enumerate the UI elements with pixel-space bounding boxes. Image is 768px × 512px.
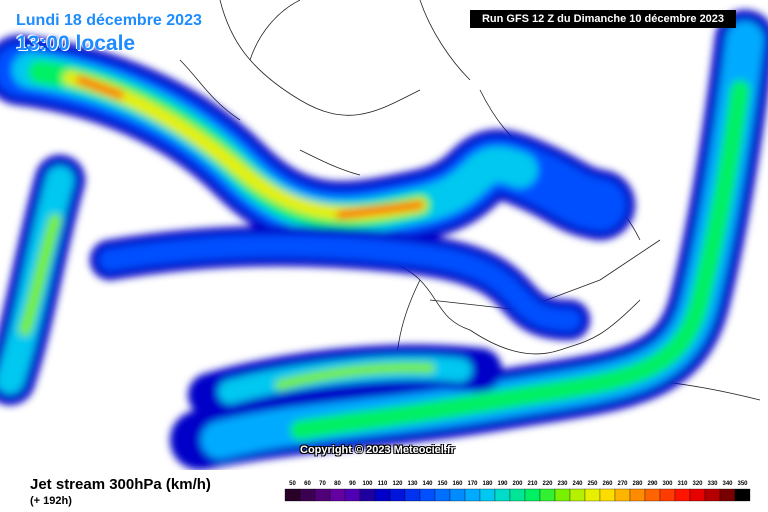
lead-time: (+ 192h): [30, 495, 72, 507]
scale-label: 90: [349, 481, 356, 487]
scale-swatch: [584, 488, 601, 502]
scale-label: 50: [289, 481, 296, 487]
scale-swatch: [314, 488, 331, 502]
scale-label: 320: [692, 481, 703, 487]
scale-swatch: [464, 488, 481, 502]
scale-label: 280: [632, 481, 643, 487]
scale-label: 270: [617, 481, 628, 487]
scale-swatch: [299, 488, 316, 502]
jet-stream: [0, 10, 768, 470]
scale-swatch: [374, 488, 391, 502]
scale-label: 60: [304, 481, 311, 487]
scale-label: 340: [722, 481, 733, 487]
scale-swatch: [329, 488, 346, 502]
scale-label: 70: [319, 481, 326, 487]
scale-swatch: [704, 488, 721, 502]
scale-label: 170: [467, 481, 478, 487]
scale-swatch: [494, 488, 511, 502]
scale-swatch: [629, 488, 646, 502]
scale-label: 220: [542, 481, 553, 487]
forecast-hour: 13:00 locale: [16, 32, 136, 55]
scale-label: 290: [647, 481, 658, 487]
scale-swatch: [554, 488, 571, 502]
scale-swatch: [389, 488, 406, 502]
scale-swatch: [599, 488, 616, 502]
scale-swatch: [344, 488, 361, 502]
scale-swatch: [734, 488, 751, 502]
scale-swatch: [359, 488, 376, 502]
scale-label: 130: [407, 481, 418, 487]
scale-swatch: [449, 488, 466, 502]
scale-swatch: [644, 488, 661, 502]
scale-label: 200: [512, 481, 523, 487]
scale-swatch: [419, 488, 436, 502]
scale-label: 230: [557, 481, 568, 487]
scale-swatch: [284, 488, 301, 502]
scale-swatch: [434, 488, 451, 502]
scale-label: 300: [662, 481, 673, 487]
scale-label: 100: [362, 481, 373, 487]
scale-label: 120: [392, 481, 403, 487]
scale-label: 110: [378, 481, 388, 487]
scale-swatch: [539, 488, 556, 502]
scale-label: 140: [422, 481, 433, 487]
color-scale: 50 60 70 80 90 100 110 120 130 140 150 160 170 180 190…: [284, 481, 751, 502]
scale-swatch: [404, 488, 421, 502]
scale-label: 240: [572, 481, 583, 487]
map-title: Jet stream 300hPa (km/h): [30, 476, 211, 493]
scale-swatch: [674, 488, 691, 502]
scale-label: 310: [677, 481, 688, 487]
scale-label: 160: [452, 481, 463, 487]
run-info: Run GFS 12 Z du Dimanche 10 décembre 202…: [470, 10, 736, 28]
scale-label: 150: [437, 481, 448, 487]
scale-label: 190: [497, 481, 508, 487]
scale-swatch: [524, 488, 541, 502]
copyright: Copyright © 2023 Meteociel.fr: [300, 444, 455, 456]
scale-label: 250: [587, 481, 598, 487]
scale-swatch: [659, 488, 676, 502]
scale-label: 210: [527, 481, 538, 487]
scale-label: 330: [707, 481, 718, 487]
scale-swatch: [479, 488, 496, 502]
scale-label: 180: [482, 481, 493, 487]
scale-swatch: [689, 488, 706, 502]
scale-swatch: [614, 488, 631, 502]
scale-swatch: [509, 488, 526, 502]
scale-label: 350: [737, 481, 748, 487]
scale-label: 80: [334, 481, 341, 487]
forecast-date: Lundi 18 décembre 2023: [16, 12, 202, 29]
scale-label: 260: [602, 481, 613, 487]
scale-swatch: [719, 488, 736, 502]
scale-swatch: [569, 488, 586, 502]
